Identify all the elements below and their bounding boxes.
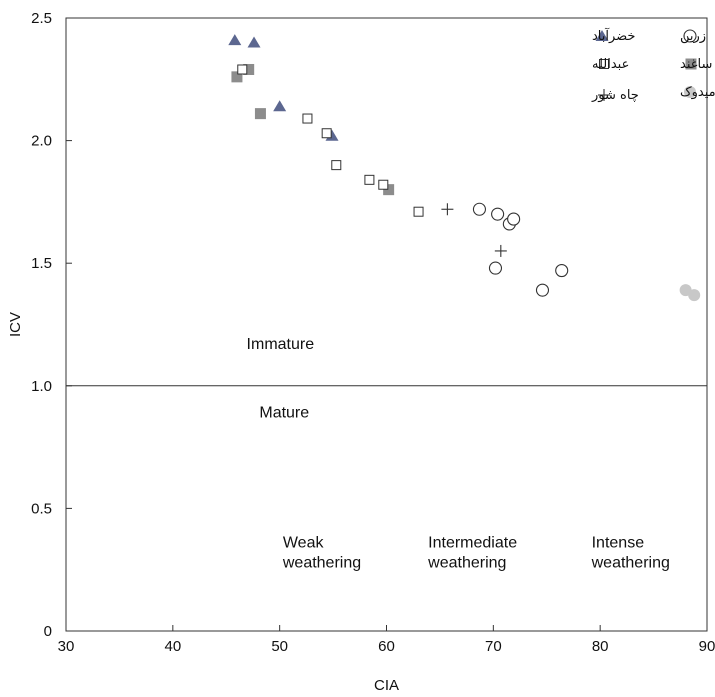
annotation: Mature: [259, 405, 309, 422]
data-point: [364, 174, 375, 185]
y-tick-label: 2.0: [31, 133, 52, 150]
legend-label: ساغند: [680, 57, 712, 72]
legend-label: چاه شور: [591, 88, 639, 103]
x-tick-label: 30: [58, 638, 75, 655]
legend-marker: [599, 59, 609, 69]
data-point: [302, 113, 313, 124]
legend-marker: [598, 89, 610, 101]
legend-item: میدوک: [680, 85, 715, 100]
legend-item: عبدالله: [592, 57, 629, 72]
x-tick-label: 70: [485, 638, 502, 655]
annotation: Weak weathering: [282, 535, 361, 572]
x-tick-label: 40: [164, 638, 181, 655]
data-point: [273, 100, 287, 112]
legend-marker: [685, 58, 697, 70]
data-point: [231, 71, 243, 83]
annotation: Intense weathering: [591, 535, 670, 572]
data-point: [441, 203, 454, 216]
y-tick-label: 1.0: [31, 378, 52, 395]
x-tick-label: 60: [378, 638, 395, 655]
x-axis-label: CIA: [374, 677, 399, 694]
x-tick-label: 90: [699, 638, 715, 655]
data-point: [228, 34, 242, 46]
y-axis-label: ICV: [7, 312, 24, 337]
legend-item: ساغند: [680, 57, 712, 72]
series-5: [679, 284, 701, 302]
data-point: [688, 289, 701, 302]
data-point: [243, 63, 255, 75]
x-tick-label: 80: [592, 638, 609, 655]
legend: زرین خضرآباد ساغند عبدالله میدوک چاه شور: [591, 27, 715, 103]
data-point: [254, 108, 266, 120]
x-tick-label: 50: [271, 638, 288, 655]
data-point: [491, 207, 505, 221]
legend-marker: [684, 86, 696, 98]
y-tick-label: 2.5: [31, 10, 52, 27]
data-point: [494, 244, 507, 257]
data-points: [228, 34, 701, 302]
legend-label: میدوک: [680, 85, 715, 100]
y-tick-label: 0.5: [31, 500, 52, 517]
data-point: [472, 202, 486, 216]
x-axis: 30 40 50 60 70 80 90: [58, 625, 715, 655]
legend-marker: [683, 29, 697, 43]
data-point: [413, 206, 424, 217]
data-point: [321, 128, 332, 139]
series-3: [231, 63, 395, 196]
legend-label: زرین: [680, 29, 706, 44]
data-point: [507, 212, 521, 226]
data-point: [247, 36, 261, 48]
y-axis: 0 0.5 1.0 1.5 2.0 2.5: [31, 10, 72, 640]
annotations: Immature Mature Weak weathering Intermediate…: [247, 336, 670, 572]
data-point: [535, 283, 550, 297]
y-tick-label: 0: [44, 623, 52, 640]
legend-label: عبدالله: [592, 57, 629, 72]
series-1: [472, 202, 569, 297]
legend-label: خضرآباد: [592, 27, 635, 44]
data-point: [237, 64, 248, 75]
series-4: [237, 64, 424, 217]
data-point: [383, 184, 395, 196]
data-point: [488, 261, 503, 275]
y-tick-label: 1.5: [31, 255, 52, 272]
legend-item: چاه شور: [591, 88, 639, 103]
plot-area: [65, 17, 708, 632]
annotation: Intermediate weathering: [427, 535, 517, 572]
data-point: [331, 160, 342, 171]
legend-item: زرین: [680, 29, 706, 44]
series-6: [441, 203, 507, 257]
data-point: [378, 179, 389, 190]
data-point: [555, 264, 569, 278]
legend-item: خضرآباد: [592, 27, 635, 44]
annotation: Immature: [247, 336, 315, 353]
legend-marker: [595, 30, 609, 41]
